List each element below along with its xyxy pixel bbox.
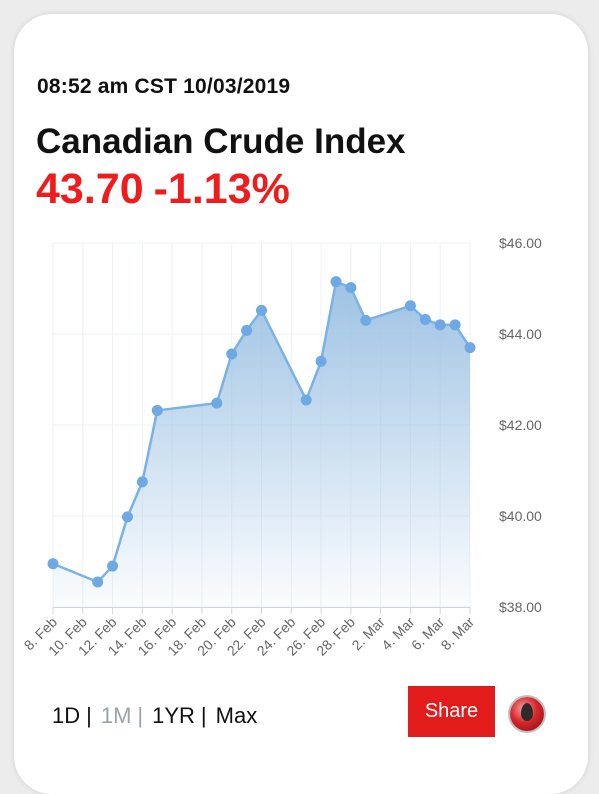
range-separator: | <box>86 703 92 728</box>
price-change: -1.13% <box>153 165 290 213</box>
price-value: 43.70 <box>36 165 144 213</box>
page-title: Canadian Crude Index <box>36 122 406 161</box>
data-point[interactable] <box>211 397 223 409</box>
data-point[interactable] <box>404 300 416 312</box>
range-1yr[interactable]: 1YR <box>152 703 195 728</box>
data-point[interactable] <box>151 404 163 416</box>
data-point[interactable] <box>256 304 267 316</box>
data-point[interactable] <box>241 324 253 336</box>
data-point[interactable] <box>92 576 104 588</box>
data-point[interactable] <box>300 394 312 406</box>
price-line: 43.70 -1.13% <box>36 165 300 214</box>
y-tick-label: $46.00 <box>499 235 542 251</box>
price-chart: $38.00$40.00$42.00$44.00$46.00 8. Feb10.… <box>21 235 542 659</box>
range-1d[interactable]: 1D <box>52 703 81 728</box>
data-point[interactable] <box>107 560 119 572</box>
range-separator: | <box>137 703 144 728</box>
data-point[interactable] <box>345 282 357 294</box>
data-point[interactable] <box>226 348 238 360</box>
data-point[interactable] <box>121 511 133 523</box>
data-point[interactable] <box>419 313 431 325</box>
oil-drop-logo-icon <box>510 697 544 731</box>
data-point[interactable] <box>434 319 446 331</box>
timestamp: 08:52 am CST 10/03/2019 <box>37 75 291 98</box>
x-tick-label: 6. Mar <box>408 614 448 654</box>
series-area <box>53 281 470 607</box>
x-tick-label: 4. Mar <box>378 614 418 654</box>
x-tick-label: 8. Mar <box>438 614 478 654</box>
data-point[interactable] <box>464 342 476 354</box>
data-point[interactable] <box>330 276 342 288</box>
data-point[interactable] <box>315 355 327 367</box>
range-max[interactable]: Max <box>215 703 258 728</box>
data-point[interactable] <box>449 319 461 331</box>
range-1m[interactable]: 1M <box>100 703 132 728</box>
y-tick-label: $40.00 <box>499 508 542 524</box>
share-button[interactable]: Share <box>408 686 495 737</box>
data-point[interactable] <box>360 314 372 326</box>
y-tick-label: $44.00 <box>499 326 542 342</box>
data-point[interactable] <box>136 476 148 488</box>
range-separator: | <box>200 703 207 728</box>
y-tick-label: $42.00 <box>499 417 542 433</box>
x-tick-label: 2. Mar <box>348 614 388 654</box>
range-selector: 1D | 1M | 1YR | Max <box>52 703 257 729</box>
y-tick-label: $38.00 <box>499 599 542 615</box>
data-point[interactable] <box>47 558 59 570</box>
